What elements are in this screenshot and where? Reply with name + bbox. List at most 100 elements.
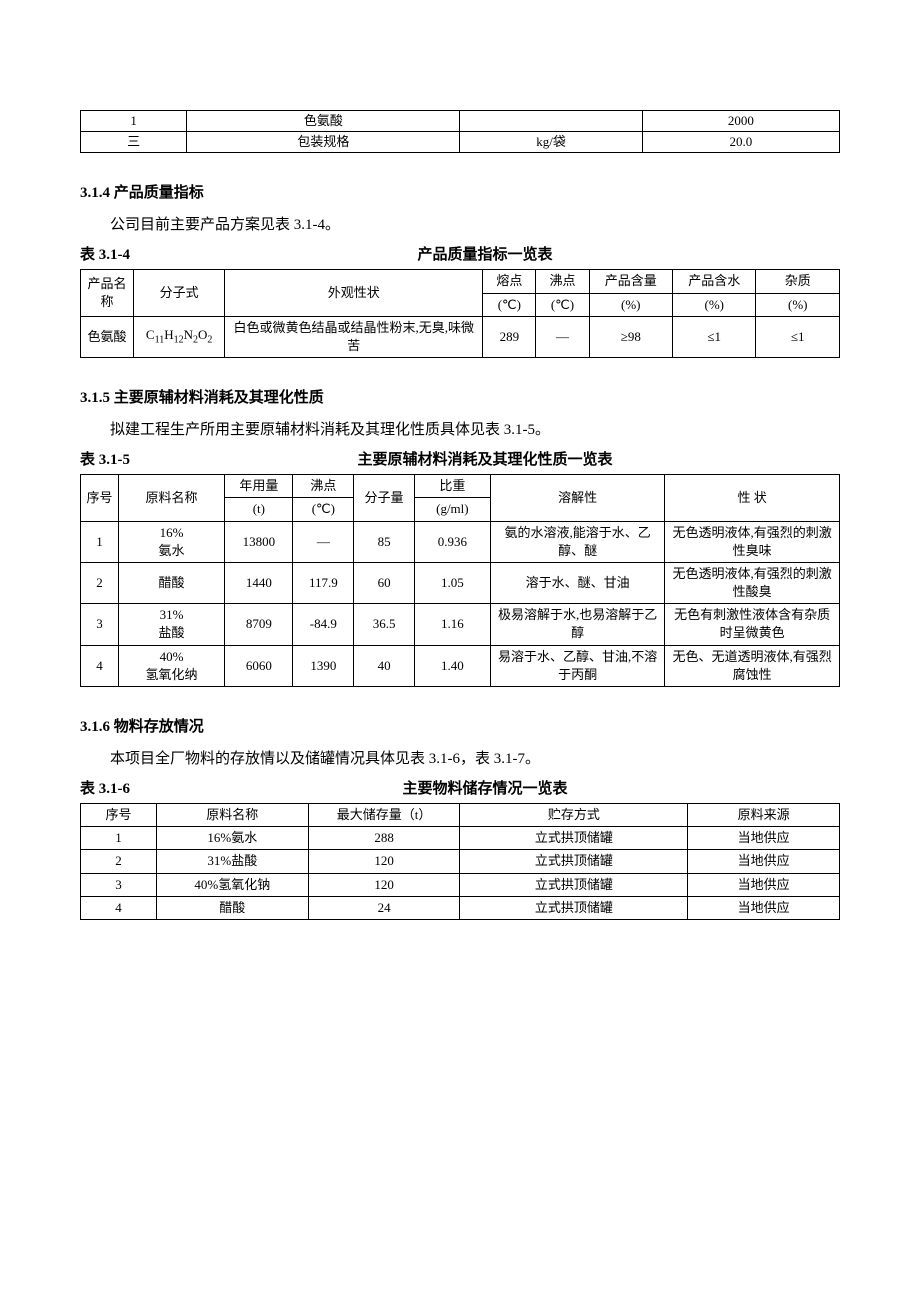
table-row: 1色氨酸2000 [81, 111, 840, 132]
table-cell: 当地供应 [688, 873, 840, 896]
table-3-1-5-caption: 表 3.1-5 主要原辅材料消耗及其理化性质一览表 [80, 448, 840, 472]
table-cell: 立式拱顶储罐 [460, 896, 688, 919]
table-cell: 60 [354, 562, 415, 603]
table-cell: 8709 [225, 604, 293, 645]
table-cell: 外观性状 [225, 270, 483, 316]
table-cell: 4 [81, 645, 119, 686]
table-cell: 24 [308, 896, 460, 919]
table-cell: 85 [354, 521, 415, 562]
table-cell: 熔点 [483, 270, 536, 293]
table-cell: 288 [308, 827, 460, 850]
table-cell: 1.40 [414, 645, 490, 686]
table-cell: kg/袋 [460, 132, 642, 153]
table-3-1-6-title: 主要物料储存情况一览表 [130, 777, 840, 801]
table-cell: 117.9 [293, 562, 354, 603]
table-cell: (t) [225, 498, 293, 521]
table-3-1-5-label: 表 3.1-5 [80, 448, 130, 472]
table-cell: 无色、无道透明液体,有强烈腐蚀性 [665, 645, 840, 686]
table-3-1-6-label: 表 3.1-6 [80, 777, 130, 801]
table-cell: (℃) [293, 498, 354, 521]
table-cell: 40 [354, 645, 415, 686]
table-cell: 36.5 [354, 604, 415, 645]
table-row: 331%盐酸8709-84.936.51.16极易溶解于水,也易溶解于乙醇无色有… [81, 604, 840, 645]
table-cell: 性 状 [665, 475, 840, 521]
table-cell: 1 [81, 111, 187, 132]
table-cell: 醋酸 [156, 896, 308, 919]
section-3-1-4-heading: 3.1.4 产品质量指标 [80, 181, 840, 205]
table-cell: 13800 [225, 521, 293, 562]
table-cell: 包装规格 [187, 132, 460, 153]
table-cell: (%) [589, 293, 672, 316]
table-cell: 1.16 [414, 604, 490, 645]
table-cell: 无色有刺激性液体含有杂质时呈微黄色 [665, 604, 840, 645]
table-cell: 产品含量 [589, 270, 672, 293]
table-cell: 4 [81, 896, 157, 919]
table-cell: 16%氨水 [118, 521, 224, 562]
table-row: 产品名称分子式外观性状熔点沸点产品含量产品含水杂质 [81, 270, 840, 293]
table-cell: 当地供应 [688, 896, 840, 919]
table-cell: 2 [81, 562, 119, 603]
table-row: 340%氢氧化钠120立式拱顶储罐当地供应 [81, 873, 840, 896]
table-row: 序号原料名称年用量沸点分子量比重溶解性性 状 [81, 475, 840, 498]
table-cell: ≥98 [589, 316, 672, 357]
section-3-1-6-heading: 3.1.6 物料存放情况 [80, 715, 840, 739]
table-cell: ≤1 [673, 316, 756, 357]
section-3-1-5-heading: 3.1.5 主要原辅材料消耗及其理化性质 [80, 386, 840, 410]
table-row: 440%氢氧化纳60601390401.40易溶于水、乙醇、甘油,不溶于丙酮无色… [81, 645, 840, 686]
table-cell: 0.936 [414, 521, 490, 562]
table-cell: 120 [308, 850, 460, 873]
table-cell: 醋酸 [118, 562, 224, 603]
table-cell: 色氨酸 [81, 316, 134, 357]
table-cell [460, 111, 642, 132]
section-3-1-6-text: 本项目全厂物料的存放情以及储罐情况具体见表 3.1-6，表 3.1-7。 [80, 747, 840, 771]
table-cell: 立式拱顶储罐 [460, 827, 688, 850]
table-cell: 40%氢氧化纳 [118, 645, 224, 686]
table-cell: 比重 [414, 475, 490, 498]
table-cell: ≤1 [756, 316, 840, 357]
table-cell: 3 [81, 604, 119, 645]
table-cell: 31%盐酸 [118, 604, 224, 645]
table-cell: 序号 [81, 804, 157, 827]
table-cell: 2000 [642, 111, 839, 132]
table-cell: 杂质 [756, 270, 840, 293]
table-cell: 1390 [293, 645, 354, 686]
table-3-1-5-title: 主要原辅材料消耗及其理化性质一览表 [130, 448, 840, 472]
table-cell: 三 [81, 132, 187, 153]
table-3-1-4-title: 产品质量指标一览表 [130, 243, 840, 267]
table-3-1-4: 产品名称分子式外观性状熔点沸点产品含量产品含水杂质(℃)(℃)(%)(%)(%)… [80, 269, 840, 358]
table-cell: — [536, 316, 589, 357]
table-row: 2醋酸1440117.9601.05溶于水、醚、甘油无色透明液体,有强烈的刺激性… [81, 562, 840, 603]
table-row: 序号原料名称最大储存量（t）贮存方式原料来源 [81, 804, 840, 827]
table-cell: 6060 [225, 645, 293, 686]
table-cell: 1 [81, 827, 157, 850]
table-cell: 1440 [225, 562, 293, 603]
table-cell: (%) [756, 293, 840, 316]
table-cell: 立式拱顶储罐 [460, 873, 688, 896]
table-cell: 2 [81, 850, 157, 873]
table-cell: 120 [308, 873, 460, 896]
table-cell: (%) [673, 293, 756, 316]
table-cell: 1 [81, 521, 119, 562]
top-fragment-table: 1色氨酸2000三包装规格kg/袋20.0 [80, 110, 840, 153]
table-cell: 16%氨水 [156, 827, 308, 850]
table-3-1-5: 序号原料名称年用量沸点分子量比重溶解性性 状(t)(℃)(g/ml)116%氨水… [80, 474, 840, 687]
table-cell: 最大储存量（t） [308, 804, 460, 827]
table-cell: 289 [483, 316, 536, 357]
table-cell: -84.9 [293, 604, 354, 645]
table-cell: C11H12N2O2 [134, 316, 225, 357]
table-cell: — [293, 521, 354, 562]
table-cell: 分子量 [354, 475, 415, 521]
table-row: 三包装规格kg/袋20.0 [81, 132, 840, 153]
table-row: 色氨酸C11H12N2O2白色或微黄色结晶或结晶性粉末,无臭,味微苦289—≥9… [81, 316, 840, 357]
table-3-1-6-caption: 表 3.1-6 主要物料储存情况一览表 [80, 777, 840, 801]
table-cell: 沸点 [536, 270, 589, 293]
table-cell: 易溶于水、乙醇、甘油,不溶于丙酮 [490, 645, 665, 686]
table-cell: 40%氢氧化钠 [156, 873, 308, 896]
table-cell: 贮存方式 [460, 804, 688, 827]
table-cell: 产品含水 [673, 270, 756, 293]
table-cell: 原料名称 [118, 475, 224, 521]
table-cell: 无色透明液体,有强烈的刺激性臭味 [665, 521, 840, 562]
section-3-1-4-text: 公司目前主要产品方案见表 3.1-4。 [80, 213, 840, 237]
table-row: 116%氨水13800—850.936氨的水溶液,能溶于水、乙醇、醚无色透明液体… [81, 521, 840, 562]
table-cell: 溶解性 [490, 475, 665, 521]
